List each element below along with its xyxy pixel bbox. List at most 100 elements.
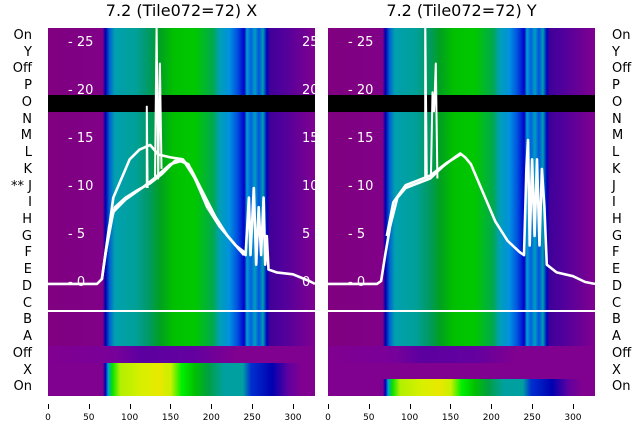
x-tick-label: 150 [161,413,180,423]
row-label: X [23,362,32,378]
overlay-y-tick-label: 20 [302,83,315,99]
row-label: N [22,111,32,127]
series-spike-2 [429,62,439,179]
x-tick [170,404,172,409]
overlay-y-tick-label: 5 [302,226,311,242]
x-tick-label: 250 [243,413,261,423]
heatmap-row [328,345,595,363]
heatmap-row [328,94,595,112]
x-tick-label: 250 [523,413,541,423]
heatmap-row [48,295,315,313]
row-label: ** J [11,178,32,194]
overlay-curves [328,28,595,286]
x-tick [129,404,131,409]
row-label: X [612,362,621,378]
title-y: 7.2 (Tile072=72) Y [386,1,537,20]
row-label: Off [12,61,32,77]
row-label: B [612,312,621,328]
row-label: Off [612,61,632,77]
overlay-y-tick-label: - 20 [348,83,374,99]
x-tick [48,404,49,409]
row-label: K [612,161,621,177]
series-spike-1 [145,105,149,189]
row-label: A [612,329,621,345]
overlay-y-tick-label: - 5 [68,226,86,242]
heatmap-row [328,78,595,95]
overlay-y-tick-label: 25 [302,35,315,51]
row-label: K [23,161,32,177]
row-label: I [28,195,32,211]
row-label: D [612,278,623,294]
x-tick [409,404,411,409]
heatmap-row [48,111,315,129]
x-tick-label: 300 [284,413,302,423]
row-label: G [612,228,623,244]
heatmap-row [328,329,595,346]
heatmap-row [48,61,315,79]
heatmap-row [328,362,595,380]
x-tick [292,404,294,409]
row-label: G [21,228,32,244]
row-label: H [22,212,32,227]
row-label: N [612,111,622,127]
x-tick [211,404,213,409]
heatmap-row [48,245,315,263]
row-label: Y [24,44,32,60]
row-label: J [612,178,616,194]
series-trace-1 [328,138,595,286]
x-tick-label: 0 [45,413,51,423]
row-label: F [612,245,620,261]
row-label: L [24,145,32,161]
heatmap-row [48,161,315,179]
row-label: H [612,212,622,227]
series-trace-2 [100,143,245,280]
heatmap-row [48,145,315,162]
heatmap-row [48,128,315,146]
x-tick-label: 200 [202,413,220,423]
overlay-y-tick-label: - 20 [68,83,94,99]
heatmap-row [48,94,315,112]
series-trace-3 [103,159,247,256]
overlay-y-tick-label: - 10 [68,179,94,195]
overlay-y-tick-label: - 5 [348,226,366,242]
heatmap-row [328,379,595,396]
overlay-y-tick-label: - 25 [348,35,374,51]
heatmap-row [48,28,315,45]
title-x: 7.2 (Tile072=72) X [105,1,258,20]
row-label: M [20,128,32,144]
x-tick-label: 150 [441,413,460,423]
x-tick-label: 100 [121,413,139,423]
row-label: Off [12,345,32,361]
row-label: On [13,379,32,395]
heatmap-panel-x: - 0 0 - 5 5 - 10 10 - 15 15 - 20 20 - 25 25 [48,28,315,396]
x-tick [572,404,574,409]
row-label: P [612,78,620,94]
x-tick-label: 50 [83,413,95,423]
row-label: E [23,262,32,278]
x-tick [532,404,534,409]
overlay-y-tick-label: - 0 [348,274,366,290]
x-tick-label: 0 [325,413,331,423]
heatmap-row [48,78,315,95]
row-label: D [21,278,32,294]
row-label: F [24,245,32,261]
series-spike-2 [154,28,163,180]
heatmap-row [48,345,315,363]
overlay-y-tick-label: 0 [302,274,311,290]
heatmap-row [328,262,595,279]
heatmap-row [48,379,315,396]
heatmap-row [328,111,595,129]
row-label: P [24,78,32,94]
overlay-y-tick-label: - 15 [68,131,94,147]
row-label: L [612,145,620,161]
heatmap-row [328,295,595,313]
x-tick [328,404,329,409]
row-label: Off [612,345,632,361]
heatmap-row [328,278,595,296]
heatmap-row [48,329,315,346]
x-tick-label: 200 [482,413,500,423]
separator-line [48,310,315,312]
x-tick [88,404,90,409]
series-spike-1 [424,28,428,179]
separator-line [328,310,595,312]
